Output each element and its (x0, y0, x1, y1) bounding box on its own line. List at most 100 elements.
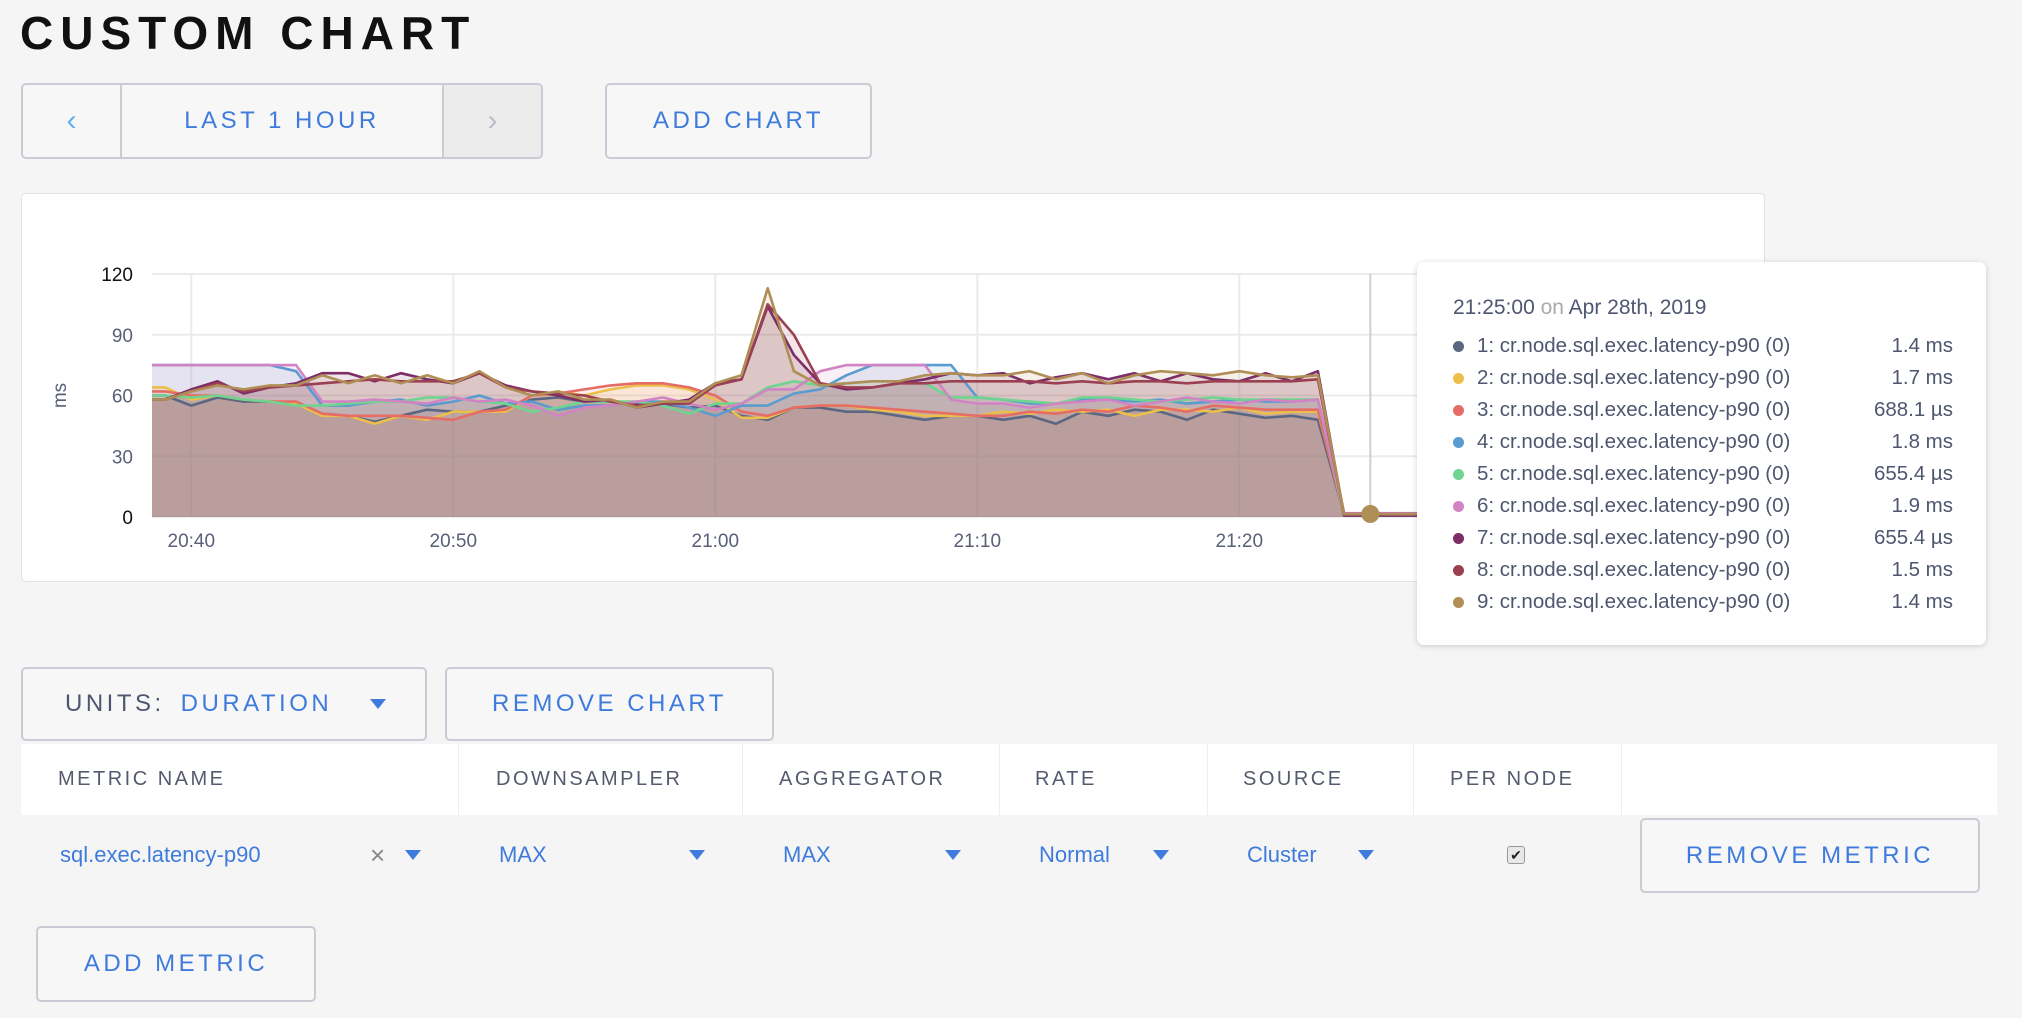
series-dot-icon (1453, 564, 1464, 576)
caret-down-icon (370, 699, 387, 709)
units-value: DURATION (180, 690, 333, 717)
add-chart-button[interactable]: ADD CHART (605, 83, 872, 159)
tooltip-series-value: 1.9 ms (1891, 494, 1953, 517)
aggregator-value: MAX (783, 842, 831, 867)
units-label: UNITS: (65, 690, 165, 717)
tooltip-series-label: 9: cr.node.sql.exec.latency-p90 (0) (1477, 590, 1791, 613)
series-dot-icon (1453, 372, 1464, 384)
downsampler-value: MAX (499, 842, 547, 867)
tooltip-row: 9: cr.node.sql.exec.latency-p90 (0) 1.4 m… (1453, 586, 1953, 618)
chart[interactable]: 0 30 60 90 120 20:40 20:50 21:00 21:10 21:20 ms (22, 194, 1764, 581)
tooltip-time: 21:25:00 (1453, 296, 1535, 319)
chart-card: 0 30 60 90 120 20:40 20:50 21:00 21:10 21:20 ms (21, 193, 1765, 582)
remove-chart-button[interactable]: REMOVE CHART (445, 667, 774, 741)
series-area (152, 385, 1711, 517)
tooltip-series-label: 6: cr.node.sql.exec.latency-p90 (0) (1477, 494, 1791, 517)
y-tick-label: 30 (112, 447, 133, 468)
tooltip-row: 8: cr.node.sql.exec.latency-p90 (0) 1.5 m… (1453, 554, 1953, 586)
clear-icon[interactable]: × (370, 839, 386, 870)
tooltip-on: on (1540, 296, 1564, 319)
checkbox-checked-icon: ✔ (1507, 846, 1525, 864)
tooltip-series-value: 655.4 µs (1873, 462, 1953, 485)
tooltip-row: 1: cr.node.sql.exec.latency-p90 (0) 1.4 m… (1453, 330, 1953, 362)
x-tick-label: 21:20 (1216, 531, 1264, 552)
tooltip-series-value: 1.5 ms (1891, 558, 1953, 581)
y-tick-label: 0 (122, 508, 133, 529)
time-range-selector: ‹ LAST 1 HOUR › (21, 83, 543, 159)
source-value: Cluster (1247, 842, 1317, 867)
per-node-checkbox[interactable]: ✔ (1507, 815, 1525, 895)
y-tick-label: 90 (112, 326, 133, 347)
tooltip-date: Apr 28th, 2019 (1568, 296, 1707, 319)
caret-down-icon (689, 850, 705, 860)
tooltip-row: 4: cr.node.sql.exec.latency-p90 (0) 1.8 m… (1453, 426, 1953, 458)
x-tick-label: 21:10 (954, 531, 1002, 552)
series-area (152, 365, 1711, 517)
series-dot-icon (1453, 404, 1464, 416)
x-tick-label: 20:50 (430, 531, 478, 552)
series-dot-icon (1453, 340, 1464, 352)
units-dropdown[interactable]: UNITS: DURATION (21, 667, 427, 741)
metrics-table-header: METRIC NAME DOWNSAMPLER AGGREGATOR RATE … (21, 744, 1997, 815)
tooltip-series-value: 1.8 ms (1891, 430, 1953, 453)
metric-name-value: sql.exec.latency-p90 (60, 842, 261, 867)
remove-metric-button[interactable]: REMOVE METRIC (1640, 818, 1980, 893)
caret-down-icon (1153, 850, 1169, 860)
caret-down-icon (945, 850, 961, 860)
rate-value: Normal (1039, 842, 1110, 867)
tooltip-row: 7: cr.node.sql.exec.latency-p90 (0) 655.4… (1453, 522, 1953, 554)
tooltip-row: 3: cr.node.sql.exec.latency-p90 (0) 688.1… (1453, 394, 1953, 426)
header-metric-name: METRIC NAME (21, 744, 459, 815)
tooltip-series-label: 7: cr.node.sql.exec.latency-p90 (0) (1477, 526, 1791, 549)
tooltip-series-label: 5: cr.node.sql.exec.latency-p90 (0) (1477, 462, 1791, 485)
tooltip-series-value: 1.4 ms (1891, 334, 1953, 357)
header-downsampler: DOWNSAMPLER (459, 744, 743, 815)
tooltip-row: 6: cr.node.sql.exec.latency-p90 (0) 1.9 m… (1453, 490, 1953, 522)
tooltip-series-value: 655.4 µs (1873, 526, 1953, 549)
tooltip-title: 21:25:00 on Apr 28th, 2019 (1453, 296, 1706, 320)
metric-name-select[interactable]: sql.exec.latency-p90 × (60, 815, 425, 895)
tooltip-series-label: 8: cr.node.sql.exec.latency-p90 (0) (1477, 558, 1791, 581)
series-area (152, 365, 1711, 517)
series-dot-icon (1453, 596, 1464, 608)
chevron-right-icon[interactable]: › (444, 85, 541, 157)
header-per-node: PER NODE (1414, 744, 1622, 815)
series-dot-icon (1453, 468, 1464, 480)
series-area (152, 395, 1711, 517)
series-dot-icon (1453, 500, 1464, 512)
tooltip-series-value: 1.4 ms (1891, 590, 1953, 613)
tooltip-series-value: 688.1 µs (1873, 398, 1953, 421)
tooltip-series-label: 3: cr.node.sql.exec.latency-p90 (0) (1477, 398, 1791, 421)
y-axis-label: ms (50, 383, 71, 408)
series-area (152, 288, 1711, 517)
header-source: SOURCE (1208, 744, 1414, 815)
add-metric-button[interactable]: ADD METRIC (36, 926, 316, 1002)
aggregator-select[interactable]: MAX (783, 815, 973, 895)
caret-down-icon (405, 850, 421, 860)
page-title: CUSTOM CHART (20, 7, 477, 59)
y-tick-label: 120 (101, 265, 133, 286)
tooltip-row: 5: cr.node.sql.exec.latency-p90 (0) 655.4… (1453, 458, 1953, 490)
tooltip-series-label: 4: cr.node.sql.exec.latency-p90 (0) (1477, 430, 1791, 453)
source-select[interactable]: Cluster (1247, 815, 1387, 895)
tooltip-series-label: 2: cr.node.sql.exec.latency-p90 (0) (1477, 366, 1791, 389)
time-range-button[interactable]: LAST 1 HOUR (122, 85, 444, 157)
series-area (152, 304, 1711, 517)
series-dot-icon (1453, 532, 1464, 544)
hover-point (1361, 505, 1380, 523)
x-tick-label: 20:40 (168, 531, 216, 552)
series-dot-icon (1453, 436, 1464, 448)
chevron-left-icon[interactable]: ‹ (23, 85, 122, 157)
header-aggregator: AGGREGATOR (743, 744, 1000, 815)
series-area (152, 383, 1711, 517)
chart-tooltip: 21:25:00 on Apr 28th, 2019 1: cr.node.sq… (1417, 262, 1986, 645)
downsampler-select[interactable]: MAX (499, 815, 714, 895)
header-rate: RATE (1000, 744, 1208, 815)
caret-down-icon (1358, 850, 1374, 860)
tooltip-series-value: 1.7 ms (1891, 366, 1953, 389)
y-tick-label: 60 (112, 387, 133, 408)
tooltip-row: 2: cr.node.sql.exec.latency-p90 (0) 1.7 m… (1453, 362, 1953, 394)
tooltip-series-label: 1: cr.node.sql.exec.latency-p90 (0) (1477, 334, 1791, 357)
rate-select[interactable]: Normal (1039, 815, 1179, 895)
x-tick-label: 21:00 (692, 531, 740, 552)
